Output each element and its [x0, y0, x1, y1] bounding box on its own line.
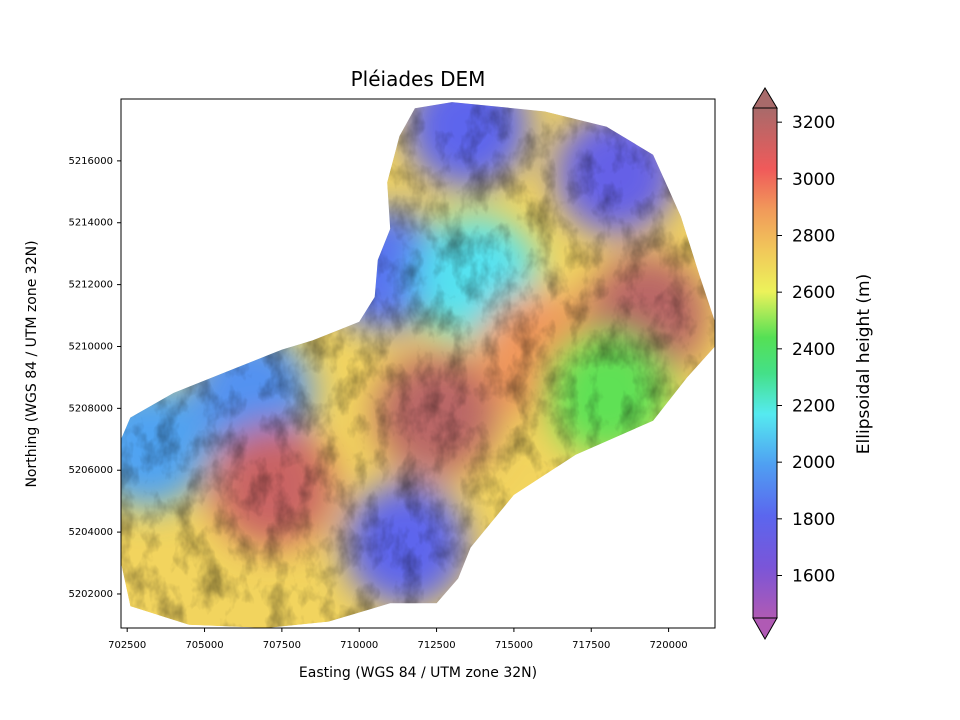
colorbar-tick-label: 1600 [792, 567, 835, 587]
colorbar-tick-label: 1800 [792, 510, 835, 530]
y-tick-label: 5212000 [68, 280, 113, 291]
colorbar-extend-top [752, 87, 778, 109]
y-tick-label: 5210000 [68, 341, 113, 352]
x-tick-label: 707500 [263, 640, 301, 651]
x-axis-label: Easting (WGS 84 / UTM zone 32N) [299, 665, 537, 681]
y-tick-label: 5206000 [68, 465, 113, 476]
x-tick-label: 712500 [417, 640, 455, 651]
dem-raster [121, 102, 715, 628]
y-tick-label: 5208000 [68, 403, 113, 414]
y-axis-ticks: 5202000 5204000 5206000 5208000 5210000 52120… [68, 156, 121, 600]
colorbar-tick-label: 2400 [792, 340, 835, 360]
plot-area [121, 102, 715, 628]
colorbar-tick-label: 2000 [792, 453, 835, 473]
axes-frame [120, 98, 716, 629]
colorbar-tick-label: 2200 [792, 397, 835, 417]
colorbar-body [752, 107, 778, 619]
colorbar-tick-label: 2600 [792, 283, 835, 303]
x-tick-label: 717500 [572, 640, 610, 651]
hillshade-overlay [121, 102, 715, 628]
y-axis-label: Northing (WGS 84 / UTM zone 32N) [24, 240, 40, 487]
y-tick-label: 5202000 [68, 589, 113, 600]
x-axis-ticks: 702500 705000 707500 710000 712500 715000 7175… [108, 628, 688, 651]
colorbar-tick-label: 3000 [792, 170, 835, 190]
x-tick-label: 710000 [340, 640, 378, 651]
y-tick-label: 5214000 [68, 218, 113, 229]
colorbar-tick-label: 2800 [792, 227, 835, 247]
colorbar: 1600 1800 2000 2200 2400 2600 2800 3000 3200 Ell… [752, 87, 874, 641]
colorbar-ticks: 1600 1800 2000 2200 2400 2600 2800 3000 3200 [777, 113, 835, 587]
colorbar-extend-bottom [752, 617, 778, 641]
x-tick-label: 705000 [185, 640, 223, 651]
colorbar-label: Ellipsoidal height (m) [854, 274, 874, 454]
y-tick-label: 5204000 [68, 527, 113, 538]
x-tick-label: 702500 [108, 640, 146, 651]
colorbar-tick-label: 3200 [792, 113, 835, 133]
y-tick-label: 5216000 [68, 156, 113, 167]
x-tick-label: 715000 [495, 640, 533, 651]
x-tick-label: 720000 [650, 640, 688, 651]
chart-title: Pléiades DEM [351, 67, 486, 91]
